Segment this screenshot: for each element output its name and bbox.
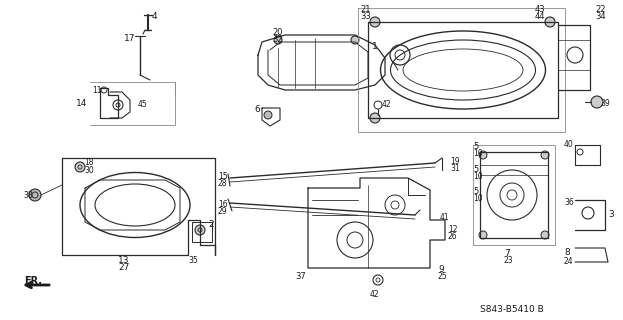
Circle shape [541, 231, 549, 239]
Text: 14: 14 [76, 99, 87, 108]
Text: 17: 17 [124, 34, 135, 43]
Text: 30: 30 [84, 166, 93, 175]
Text: 6: 6 [254, 105, 260, 114]
Text: 5: 5 [473, 165, 478, 174]
Text: 26: 26 [448, 232, 458, 241]
Text: 8: 8 [564, 248, 570, 257]
Text: 19: 19 [450, 157, 460, 166]
Text: 45: 45 [138, 100, 148, 109]
Text: 35: 35 [188, 256, 197, 265]
Circle shape [370, 17, 380, 27]
Text: 10: 10 [473, 172, 483, 181]
Text: 34: 34 [595, 12, 606, 21]
Text: 10: 10 [473, 149, 483, 158]
Circle shape [195, 225, 205, 235]
Text: 23: 23 [504, 256, 513, 265]
Text: 36: 36 [564, 198, 574, 207]
Text: 22: 22 [595, 5, 606, 14]
Text: S843-B5410 B: S843-B5410 B [480, 305, 544, 314]
Circle shape [29, 189, 41, 201]
Circle shape [351, 36, 359, 44]
Text: 9: 9 [438, 265, 444, 274]
Text: 18: 18 [84, 158, 93, 167]
Text: 16: 16 [218, 200, 227, 209]
Text: 10: 10 [473, 194, 483, 203]
Text: 27: 27 [118, 263, 130, 272]
Circle shape [591, 96, 603, 108]
Text: 2: 2 [208, 220, 214, 229]
Text: FR.: FR. [24, 276, 42, 286]
Text: 25: 25 [438, 272, 447, 281]
Circle shape [264, 111, 272, 119]
Text: 37: 37 [295, 272, 306, 281]
Circle shape [479, 231, 487, 239]
Circle shape [545, 17, 555, 27]
Text: 11: 11 [92, 86, 102, 95]
Text: 21: 21 [360, 5, 371, 14]
Text: 20: 20 [272, 28, 282, 37]
Text: 40: 40 [564, 140, 574, 149]
Text: 15: 15 [218, 172, 227, 181]
Circle shape [75, 162, 85, 172]
Text: 3: 3 [608, 210, 614, 219]
Text: 41: 41 [440, 213, 450, 222]
Text: 29: 29 [218, 207, 227, 216]
Circle shape [274, 36, 282, 44]
Text: 31: 31 [450, 164, 460, 173]
Text: 33: 33 [360, 12, 371, 21]
Text: 5: 5 [473, 142, 478, 151]
Text: 43: 43 [535, 5, 546, 14]
Text: 4: 4 [152, 12, 158, 21]
Bar [192, 222, 212, 242]
Text: 42: 42 [370, 290, 379, 299]
Text: 42: 42 [382, 100, 392, 109]
Text: 7: 7 [504, 249, 510, 258]
Text: 13: 13 [118, 256, 130, 265]
Text: 44: 44 [535, 12, 546, 21]
Text: 38: 38 [23, 191, 32, 200]
Circle shape [541, 151, 549, 159]
Circle shape [479, 151, 487, 159]
Text: 1: 1 [372, 42, 378, 51]
Text: 24: 24 [564, 257, 574, 266]
Text: 5: 5 [473, 187, 478, 196]
Circle shape [370, 113, 380, 123]
Text: 39: 39 [600, 99, 610, 108]
Text: 28: 28 [218, 179, 227, 188]
Text: 32: 32 [272, 35, 283, 44]
Text: 12: 12 [448, 225, 457, 234]
